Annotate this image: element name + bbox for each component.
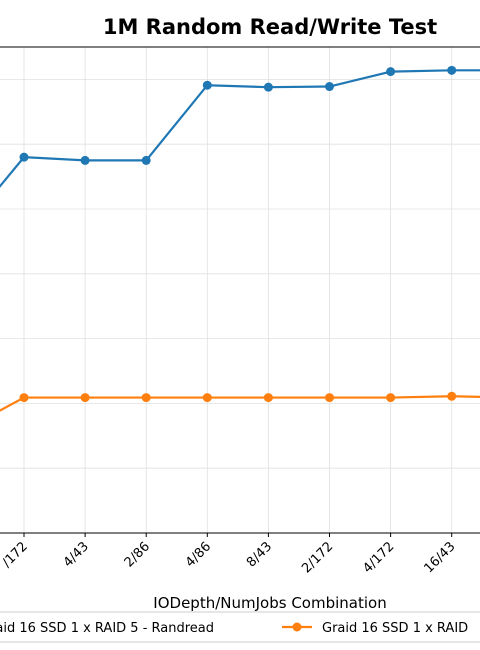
data-point: [447, 65, 457, 75]
legend-label: Graid 16 SSD 1 x RAID: [322, 621, 468, 636]
x-tick-label: 16/43: [421, 539, 458, 576]
data-point: [19, 393, 29, 403]
x-tick-label: /172: [0, 539, 31, 570]
series-line: [0, 395, 480, 412]
data-point: [263, 393, 273, 403]
x-tick-label: 8/43: [244, 539, 275, 570]
data-point: [325, 82, 334, 92]
data-point: [263, 82, 273, 92]
data-point: [386, 393, 396, 403]
x-tick-label: 4/43: [61, 539, 92, 570]
data-point: [141, 155, 151, 165]
legend-box: [0, 611, 480, 643]
x-tick-label: 2/86: [122, 539, 153, 570]
data-point: [202, 393, 212, 403]
data-point: [141, 393, 151, 403]
data-point: [447, 391, 457, 401]
chart-title: 1M Random Read/Write Test: [103, 15, 437, 39]
data-point: [19, 152, 29, 162]
data-point: [80, 393, 90, 403]
x-tick-label: 2/172: [299, 539, 336, 576]
x-tick-label: 4/86: [183, 539, 214, 570]
data-point: [386, 67, 396, 77]
data-point: [325, 393, 334, 403]
series-line: [0, 69, 480, 188]
data-point: [202, 80, 212, 90]
data-point: [80, 155, 90, 165]
x-axis-label: IODepth/NumJobs Combination: [153, 594, 386, 612]
legend-label: Graid 16 SSD 1 x RAID 5 - Randread: [0, 621, 214, 636]
legend-marker: [292, 622, 302, 632]
x-tick-label: 4/172: [360, 539, 397, 576]
